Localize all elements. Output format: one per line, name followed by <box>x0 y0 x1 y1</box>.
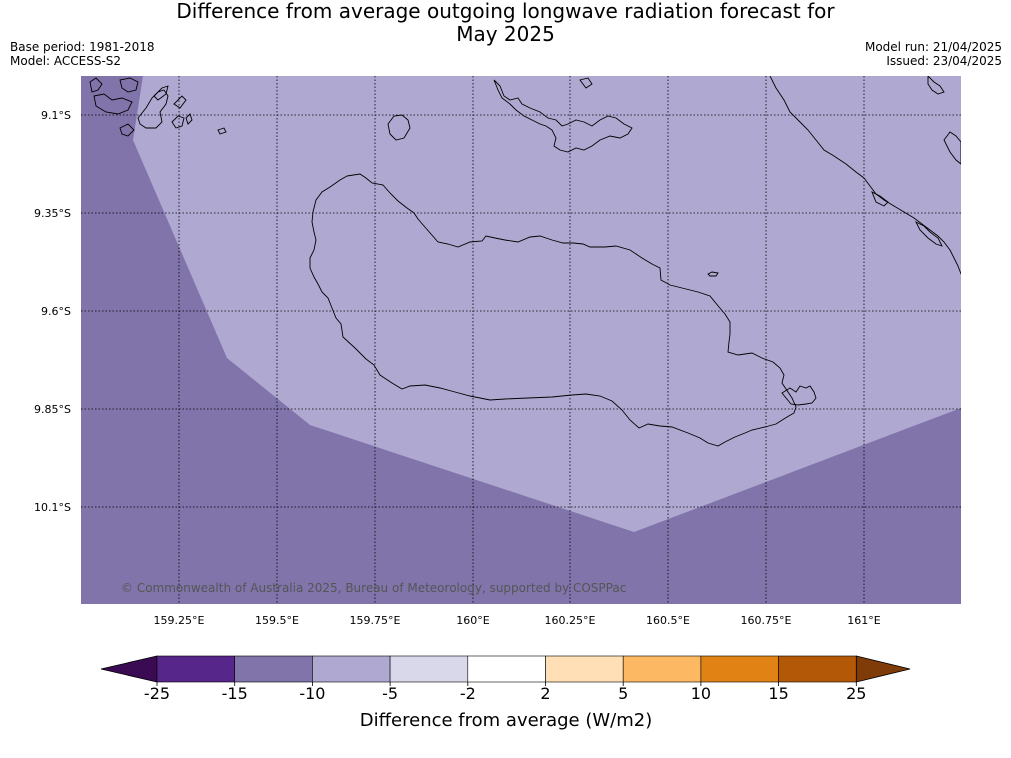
latitude-label: 9.1°S <box>41 109 71 122</box>
latitude-label: 10.1°S <box>34 501 71 514</box>
colorbar-bin <box>700 655 779 683</box>
coastline-northeast <box>769 76 961 275</box>
colorbar-tick-label: -15 <box>222 684 248 703</box>
anomaly-zone-dark <box>81 76 961 604</box>
coastline-north-central <box>493 79 633 153</box>
coastline-northwest-10 <box>217 127 227 135</box>
colorbar-bin <box>312 655 391 683</box>
colorbar-tick-label: -2 <box>460 684 476 703</box>
coastline-north-central-2 <box>579 77 593 89</box>
colorbar-bin <box>156 655 235 683</box>
model-name: Model: ACCESS-S2 <box>10 54 122 68</box>
coastline-main-island <box>309 173 797 447</box>
issued-date: Issued: 23/04/2025 <box>886 54 1002 68</box>
coastline-northwest-5 <box>153 85 169 101</box>
colorbar-tick-label: 15 <box>768 684 788 703</box>
copyright-credit: © Commonwealth of Australia 2025, Bureau… <box>121 581 626 595</box>
map-title: Difference from average outgoing longwav… <box>0 0 1011 46</box>
longitude-label: 159.25°E <box>154 614 205 627</box>
latitude-label: 9.85°S <box>34 403 71 416</box>
coastline-northwest-9 <box>185 113 193 125</box>
colorbar-bin <box>778 655 857 683</box>
colorbar-tick-label: 5 <box>618 684 628 703</box>
longitude-label: 159.5°E <box>255 614 299 627</box>
longitude-label: 159.75°E <box>350 614 401 627</box>
colorbar-extend-high <box>855 655 911 683</box>
latitude-label: 9.35°S <box>34 207 71 220</box>
colorbar-label: Difference from average (W/m2) <box>360 710 652 731</box>
coastline-northwest-1 <box>89 77 103 93</box>
colorbar-tick-label: 2 <box>540 684 550 703</box>
longitude-label: 160°E <box>456 614 489 627</box>
coastline-round-island <box>387 114 411 141</box>
longitude-label: 160.25°E <box>545 614 596 627</box>
title-line-2: May 2025 <box>456 22 555 46</box>
coastline-northwest-2 <box>93 93 133 115</box>
latitude-labels: 9.1°S 9.35°S 9.6°S 9.85°S 10.1°S <box>34 109 71 514</box>
coastline-east-islet <box>781 385 817 406</box>
map-area <box>81 76 961 604</box>
gridlines <box>81 76 961 604</box>
latitude-label: 9.6°S <box>41 305 71 318</box>
run-info: Model run: 21/04/2025 Issued: 23/04/2025 <box>865 40 1002 68</box>
colorbar-bin <box>622 655 702 683</box>
base-period-info: Base period: 1981-2018 Model: ACCESS-S2 <box>10 40 155 68</box>
longitude-label: 160.75°E <box>741 614 792 627</box>
model-run-date: Model run: 21/04/2025 <box>864 40 1002 54</box>
longitude-label: 161°E <box>847 614 880 627</box>
colorbar-bin <box>545 655 624 683</box>
coastline-northeast-5 <box>914 220 943 247</box>
coastline-northeast-2 <box>927 76 945 95</box>
colorbar-tick-label: 25 <box>846 684 866 703</box>
colorbar-tick-label: -10 <box>299 684 325 703</box>
colorbar-bin <box>389 655 469 683</box>
coastline-northwest-4 <box>137 89 169 129</box>
colorbar-tick-label: -25 <box>144 684 170 703</box>
longitude-label: 160.5°E <box>646 614 690 627</box>
title-line-1: Difference from average outgoing longwav… <box>176 0 835 23</box>
colorbar-bin <box>467 655 546 683</box>
coastline-northwest-7 <box>171 115 185 129</box>
coastline-northwest-6 <box>173 95 187 109</box>
colorbar-bin <box>234 655 313 683</box>
longitude-labels: 159.25°E 159.5°E 159.75°E 160°E 160.25°E 160.… <box>154 614 881 627</box>
colorbar-tick-label: -5 <box>382 684 398 703</box>
colorbar-tick-label: 10 <box>691 684 711 703</box>
coastline-small-islet <box>707 271 719 277</box>
coastlines <box>89 76 961 447</box>
base-period: Base period: 1981-2018 <box>10 40 155 54</box>
coastline-northeast-4 <box>871 191 889 207</box>
coastline-northeast-3 <box>943 131 961 165</box>
coastline-northwest-8 <box>119 123 135 137</box>
colorbar: -25 -15 -10 -5 -2 2 5 10 15 25 <box>100 655 911 703</box>
coastline-northwest-3 <box>119 77 139 93</box>
colorbar-extend-low <box>100 655 158 683</box>
